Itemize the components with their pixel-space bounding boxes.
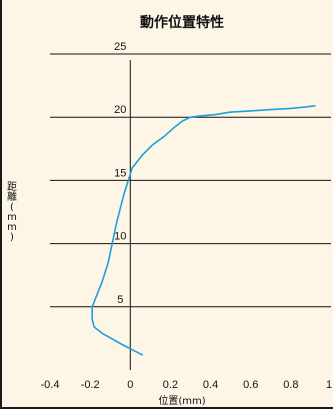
series-layer: [91, 105, 316, 356]
y-tick-label: 20: [114, 104, 126, 116]
x-axis-label: 位置(mm): [158, 394, 205, 407]
y-axis-label-char: (: [10, 202, 14, 213]
chart-title: 動作位置特性: [140, 14, 224, 31]
tick-layer: 25 20 15 10 5 -0.4 -0.2 0 0.2 0.4 0.6 0.8 1: [41, 41, 333, 391]
y-tick-label: 25: [114, 41, 126, 53]
y-axis-label: 距離(mm): [7, 181, 17, 243]
y-axis-label-char: m: [7, 212, 17, 223]
x-tick-label: 0.6: [243, 379, 258, 391]
y-tick-label: 15: [114, 167, 126, 179]
x-tick-label: 0: [127, 379, 133, 391]
x-tick-label: 0.4: [203, 379, 218, 391]
y-axis-label-char: ): [10, 232, 14, 243]
series-line-0: [91, 105, 316, 356]
x-tick-label: 1: [326, 379, 332, 391]
y-tick-label: 10: [114, 231, 126, 243]
y-axis-label-char: m: [7, 222, 17, 233]
y-axis-label-char: 離: [7, 190, 17, 203]
x-tick-label: 0.8: [283, 379, 298, 391]
grid-layer: [50, 53, 331, 370]
y-tick-label: 5: [117, 294, 123, 306]
x-tick-label: 0.2: [163, 379, 178, 391]
x-tick-label: -0.4: [41, 379, 60, 391]
x-tick-label: -0.2: [81, 379, 100, 391]
y-axis-label-char: 距: [7, 181, 17, 193]
